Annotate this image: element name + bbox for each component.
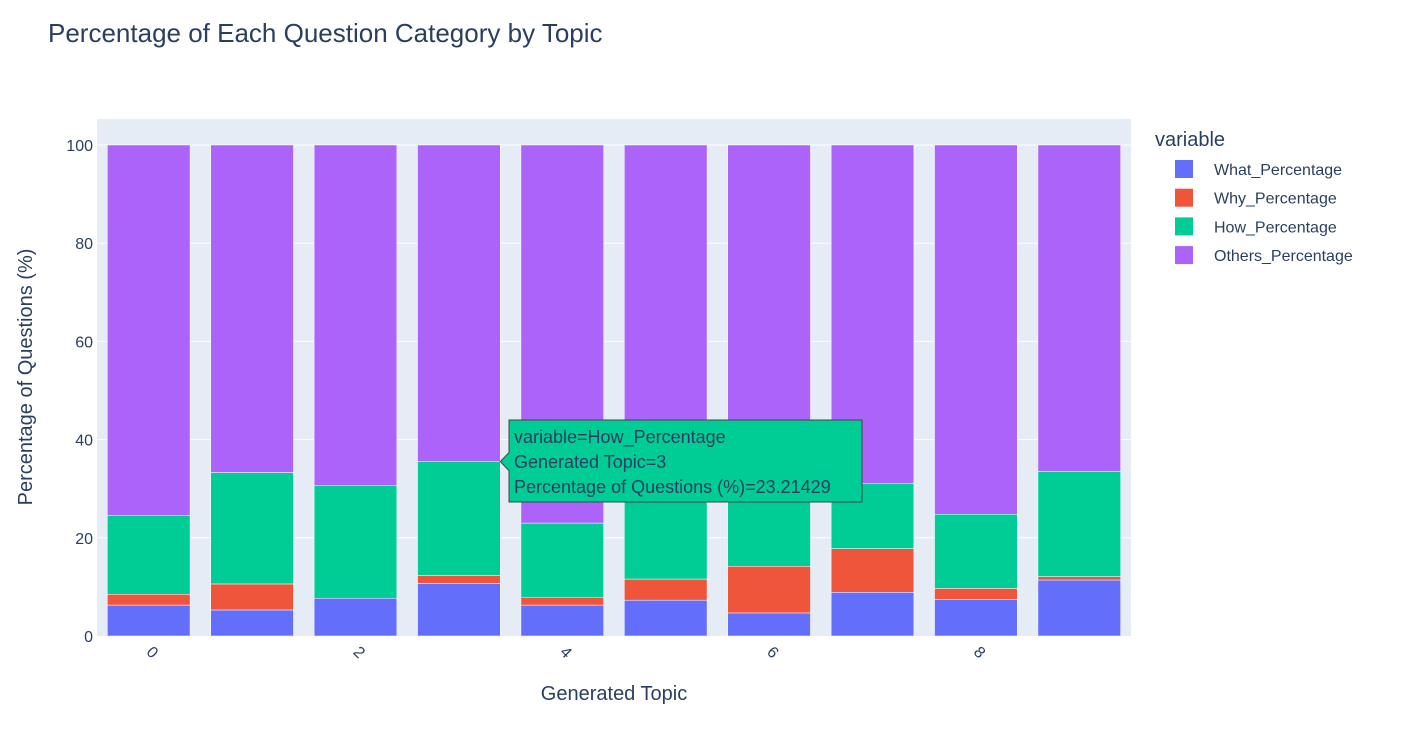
bar-why-percentage-topic-5[interactable] bbox=[624, 578, 708, 601]
bar-what-percentage-topic-6[interactable] bbox=[727, 612, 811, 637]
bar-what-percentage-topic-9[interactable] bbox=[1037, 579, 1121, 637]
bar-why-percentage-topic-4[interactable] bbox=[520, 596, 604, 606]
bar-what-percentage-topic-5[interactable] bbox=[624, 599, 708, 637]
tooltip-box bbox=[499, 419, 863, 503]
bar-why-percentage-topic-8[interactable] bbox=[934, 588, 1018, 600]
legend-item-how-percentage[interactable]: How_Percentage bbox=[1175, 217, 1337, 236]
bar-others-percentage-topic-8[interactable] bbox=[934, 144, 1018, 515]
legend-label: Others_Percentage bbox=[1214, 248, 1353, 265]
bar-how-percentage-topic-0[interactable] bbox=[107, 515, 191, 595]
tooltip-line: Percentage of Questions (%)=23.21429 bbox=[514, 477, 831, 497]
bar-how-percentage-topic-4[interactable] bbox=[520, 522, 604, 598]
x-tick-label: 0 bbox=[143, 644, 161, 662]
y-tick-label: 40 bbox=[75, 433, 93, 450]
bar-what-percentage-topic-4[interactable] bbox=[520, 604, 604, 637]
bar-why-percentage-topic-1[interactable] bbox=[210, 583, 294, 611]
y-axis-title: Percentage of Questions (%) bbox=[15, 249, 37, 506]
legend-swatch bbox=[1175, 217, 1193, 236]
bar-others-percentage-topic-1[interactable] bbox=[210, 144, 294, 473]
legend-label: How_Percentage bbox=[1214, 219, 1337, 236]
bar-why-percentage-topic-9[interactable] bbox=[1037, 576, 1121, 581]
tooltip-line: variable=How_Percentage bbox=[514, 427, 726, 448]
y-tick-label: 100 bbox=[66, 138, 93, 155]
bar-others-percentage-topic-0[interactable] bbox=[107, 144, 191, 516]
bar-why-percentage-topic-0[interactable] bbox=[107, 594, 191, 606]
legend-swatch bbox=[1175, 160, 1193, 178]
x-tick-label: 8 bbox=[970, 644, 988, 662]
bar-why-percentage-topic-7[interactable] bbox=[830, 548, 915, 593]
legend-label: Why_Percentage bbox=[1214, 191, 1337, 208]
legend-item-why-percentage[interactable]: Why_Percentage bbox=[1175, 188, 1337, 208]
legend-title: variable bbox=[1155, 129, 1225, 151]
legend-swatch bbox=[1175, 188, 1193, 207]
bar-what-percentage-topic-7[interactable] bbox=[830, 592, 915, 637]
y-tick-label: 60 bbox=[75, 334, 93, 351]
bar-others-percentage-topic-9[interactable] bbox=[1037, 144, 1121, 472]
bar-how-percentage-topic-1[interactable] bbox=[210, 472, 294, 585]
hover-tooltip: variable=How_Percentage Generated Topic=3… bbox=[499, 419, 863, 503]
y-tick-label: 20 bbox=[75, 531, 93, 548]
bar-how-percentage-topic-9[interactable] bbox=[1037, 471, 1121, 577]
bar-why-percentage-topic-6[interactable] bbox=[727, 566, 811, 614]
x-tick-label: 4 bbox=[556, 644, 574, 662]
y-tick-label: 0 bbox=[84, 629, 93, 646]
bar-how-percentage-topic-2[interactable] bbox=[313, 485, 398, 599]
x-tick-labels: 0 2 4 6 8 bbox=[143, 644, 989, 662]
y-tick-label: 80 bbox=[75, 236, 93, 253]
legend-swatch bbox=[1175, 246, 1193, 265]
bar-what-percentage-topic-3[interactable] bbox=[417, 583, 501, 637]
bar-others-percentage-topic-3[interactable] bbox=[417, 144, 501, 462]
bar-what-percentage-topic-1[interactable] bbox=[210, 609, 294, 637]
legend-item-others-percentage[interactable]: Others_Percentage bbox=[1175, 246, 1353, 265]
bar-what-percentage-topic-8[interactable] bbox=[934, 599, 1018, 637]
bar-how-percentage-topic-8[interactable] bbox=[934, 513, 1018, 589]
legend[interactable]: variable What_Percentage Why_Percentage Ho… bbox=[1155, 129, 1353, 265]
bar-how-percentage-topic-3[interactable] bbox=[417, 461, 501, 576]
x-tick-label: 2 bbox=[350, 644, 368, 662]
x-tick-label: 6 bbox=[763, 644, 781, 662]
bar-why-percentage-topic-3[interactable] bbox=[417, 575, 501, 584]
legend-item-what-percentage[interactable]: What_Percentage bbox=[1175, 160, 1342, 179]
bar-what-percentage-topic-0[interactable] bbox=[107, 604, 191, 637]
bar-others-percentage-topic-2[interactable] bbox=[313, 144, 398, 486]
legend-label: What_Percentage bbox=[1214, 162, 1342, 179]
y-tick-labels: 0 20 40 60 80 100 bbox=[66, 138, 93, 646]
x-axis-title: Generated Topic bbox=[541, 683, 687, 705]
bar-what-percentage-topic-2[interactable] bbox=[313, 597, 398, 637]
chart-title: Percentage of Each Question Category by … bbox=[48, 18, 603, 48]
tooltip-line: Generated Topic=3 bbox=[514, 452, 666, 472]
